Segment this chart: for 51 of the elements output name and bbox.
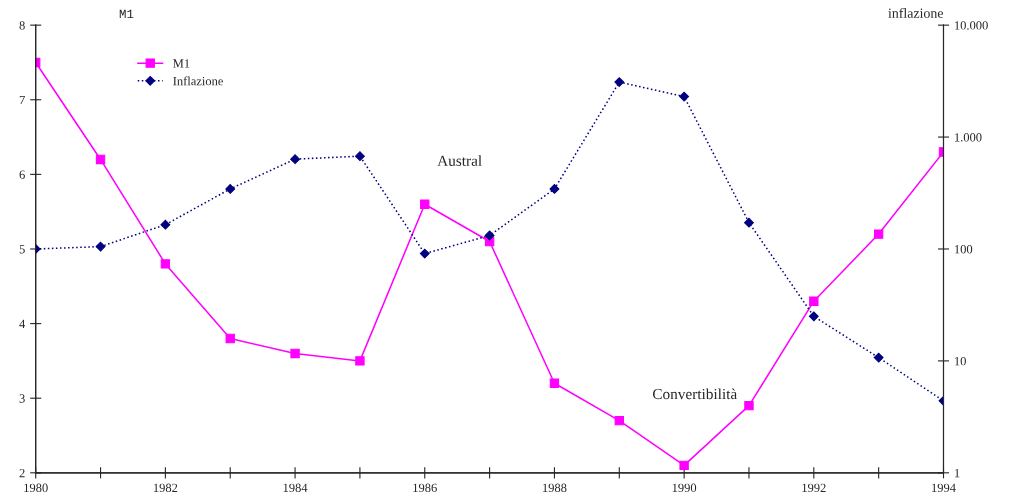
annotation: Convertibilità	[652, 388, 737, 400]
point	[614, 77, 625, 88]
y2-tick-label: 100	[955, 245, 973, 254]
point	[808, 311, 819, 322]
point	[354, 151, 365, 162]
point	[744, 217, 754, 228]
point	[355, 356, 365, 366]
point	[95, 154, 106, 165]
y2-tick-label: 1	[955, 468, 960, 478]
point	[484, 230, 495, 241]
point	[225, 333, 235, 344]
point	[809, 296, 819, 306]
point	[160, 219, 171, 230]
point	[549, 184, 560, 194]
y-tick-label: 8	[19, 21, 25, 30]
x-tick-label: 1990	[672, 483, 697, 493]
legend-label: Inflazione	[173, 76, 223, 86]
x-tick-label: 1992	[802, 483, 826, 493]
point	[290, 154, 301, 165]
y2-tick-label: 10.000	[955, 21, 988, 30]
y-tick-label: 2	[19, 468, 25, 478]
y-tick-label: 4	[19, 319, 26, 328]
x-tick-label: 1982	[153, 483, 178, 493]
y2-tick-label: 10	[955, 356, 966, 366]
point	[419, 248, 430, 259]
point	[290, 348, 300, 359]
point	[679, 91, 690, 102]
y-tick-label: 7	[19, 95, 25, 105]
point	[225, 184, 236, 194]
point	[679, 460, 689, 471]
point	[160, 259, 171, 269]
point	[614, 415, 624, 426]
y-tick-label: 3	[19, 394, 25, 403]
y2-axis-title: inflazione	[888, 7, 944, 18]
x-tick-label: 1988	[543, 483, 567, 493]
x-tick-label: 1980	[24, 483, 48, 493]
y-axis-title: M1	[119, 9, 134, 19]
legend-label: M1	[173, 59, 190, 68]
y-tick-label: 6	[19, 170, 25, 179]
x-tick-label: 1994	[932, 483, 956, 493]
x-tick-label: 1986	[413, 483, 437, 493]
point	[95, 241, 106, 252]
annotation: Austral	[437, 155, 482, 166]
point	[873, 352, 884, 363]
point	[549, 378, 560, 388]
y2-tick-label: 1.000	[955, 133, 982, 142]
point	[744, 400, 754, 411]
y-tick-label: 5	[19, 245, 25, 254]
x-tick-label: 1984	[283, 483, 308, 493]
point	[420, 199, 430, 209]
point	[873, 229, 884, 239]
